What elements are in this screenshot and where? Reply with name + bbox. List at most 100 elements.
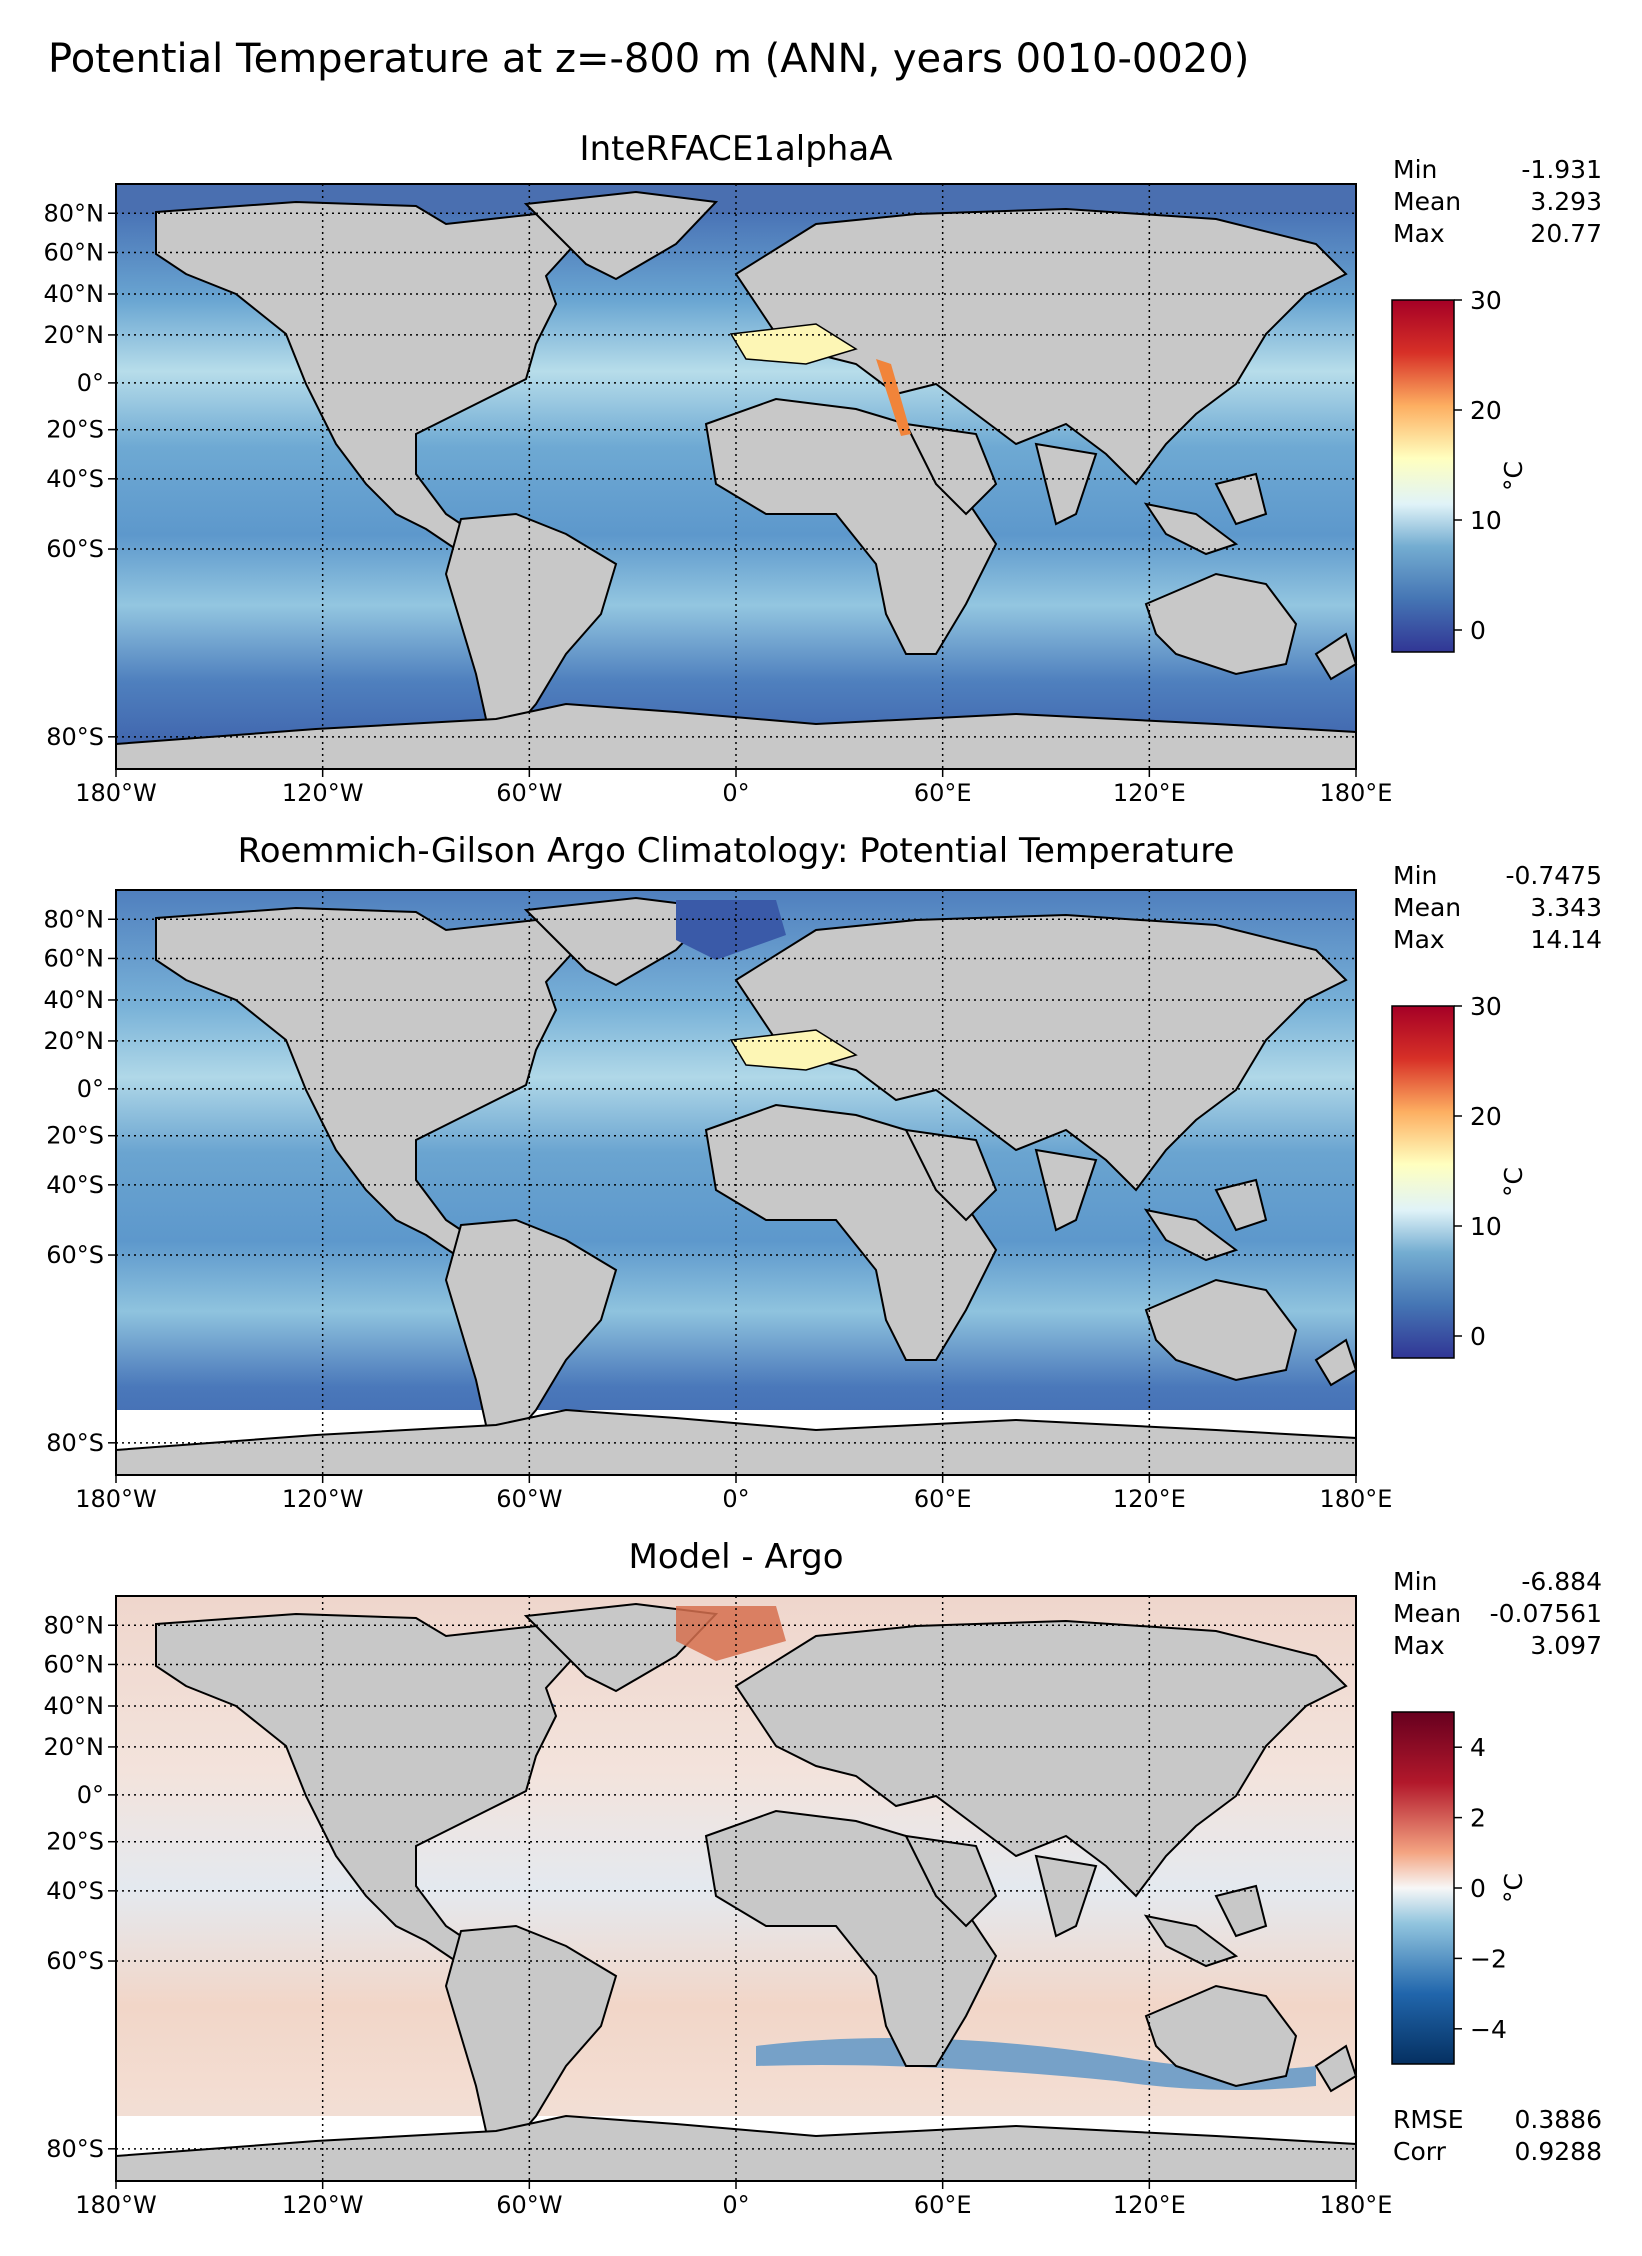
panel-title: Model - Argo (629, 1537, 844, 1577)
stat-value: 3.097 (1530, 1631, 1602, 1660)
lat-tick-label: 80°S (46, 723, 104, 751)
lon-tick-label: 180°W (75, 779, 157, 807)
arctic-cold (676, 900, 786, 960)
lon-tick-label: 180°W (75, 1485, 157, 1513)
colorbar-tick-label: 20 (1470, 396, 1502, 425)
lat-tick-label: 60°N (44, 238, 105, 266)
colorbar-tick-label: 0 (1470, 1874, 1486, 1903)
lat-tick-label: 40°S (46, 1171, 104, 1199)
lat-tick-label: 40°N (44, 280, 105, 308)
lon-tick-label: 0° (722, 1485, 749, 1513)
lon-tick-label: 180°E (1320, 2191, 1393, 2219)
stat-value: -1.931 (1521, 155, 1602, 184)
colorbar-tick-label: 2 (1470, 1804, 1486, 1833)
negative-band (756, 2038, 1316, 2090)
stat-label: Min (1393, 1567, 1437, 1596)
lat-tick-label: 0° (77, 1781, 104, 1809)
stat-label: Max (1393, 219, 1445, 248)
lon-tick-label: 180°E (1320, 779, 1393, 807)
lon-tick-label: 120°W (282, 2191, 364, 2219)
lat-tick-label: 40°S (46, 1877, 104, 1905)
panel-title: InteRFACE1alphaA (580, 129, 893, 169)
lat-tick-label: 80°S (46, 1429, 104, 1457)
lat-tick-label: 40°N (44, 1692, 105, 1720)
lon-tick-label: 180°W (75, 2191, 157, 2219)
lat-tick-label: 20°N (44, 321, 105, 349)
lon-tick-label: 60°W (496, 2191, 562, 2219)
colorbar-label: °C (1499, 461, 1528, 491)
lon-tick-label: 120°W (282, 1485, 364, 1513)
lat-tick-label: 80°N (44, 905, 105, 933)
stat-value: 3.343 (1530, 893, 1602, 922)
colorbar (1391, 1711, 1455, 2065)
lon-tick-label: 120°E (1113, 779, 1186, 807)
colorbar-tick-label: 4 (1470, 1733, 1486, 1762)
panel-title: Roemmich-Gilson Argo Climatology: Potent… (238, 831, 1235, 871)
lat-tick-label: 60°S (46, 1947, 104, 1975)
colorbar-tick-label: 0 (1470, 1322, 1486, 1351)
colorbar-tick-label: −4 (1470, 2015, 1507, 2044)
lat-tick-label: 20°N (44, 1733, 105, 1761)
axes-layer: 180°W 120°W 60°W 0° 60°E 120°E 180°E 80°N 60°N 40… (44, 184, 1393, 2219)
lat-tick-label: 60°N (44, 1650, 105, 1678)
colorbar-tick-label: 30 (1470, 992, 1502, 1021)
stat-value: 3.293 (1530, 187, 1602, 216)
extra-stat-value: 0.3886 (1515, 2105, 1602, 2134)
red-sea-warm (876, 359, 911, 436)
colorbar-label: °C (1499, 1873, 1528, 1903)
stat-label: Mean (1393, 1599, 1461, 1628)
colorbar-tick-label: 20 (1470, 1102, 1502, 1131)
stat-value: -0.07561 (1490, 1599, 1602, 1628)
lat-tick-label: 0° (77, 369, 104, 397)
colorbar-tick-label: 10 (1470, 506, 1502, 535)
map-area (115, 889, 1357, 1476)
colorbar (1391, 1005, 1455, 1359)
lon-tick-label: 60°W (496, 779, 562, 807)
stat-label: Min (1393, 861, 1437, 890)
colorbar-tick-label: 10 (1470, 1212, 1502, 1241)
map-area (115, 1595, 1357, 2182)
lon-tick-label: 180°E (1320, 1485, 1393, 1513)
figure-title: Potential Temperature at z=-800 m (ANN, … (48, 36, 1249, 82)
lat-tick-label: 20°S (46, 1828, 104, 1856)
lon-tick-label: 0° (722, 779, 749, 807)
lon-tick-label: 120°E (1113, 2191, 1186, 2219)
lat-tick-label: 60°S (46, 535, 104, 563)
extra-stat-label: Corr (1393, 2137, 1447, 2166)
lon-tick-label: 60°W (496, 1485, 562, 1513)
colorbar-tick-label: 30 (1470, 286, 1502, 315)
lat-tick-label: 20°S (46, 1122, 104, 1150)
lat-tick-label: 40°S (46, 465, 104, 493)
stat-label: Max (1393, 925, 1445, 954)
lon-tick-label: 60°E (914, 779, 972, 807)
extra-stat-label: RMSE (1393, 2105, 1464, 2134)
map-area (115, 183, 1357, 770)
extra-stat-value: 0.9288 (1515, 2137, 1602, 2166)
lat-tick-label: 60°S (46, 1241, 104, 1269)
stat-label: Max (1393, 1631, 1445, 1660)
lat-tick-label: 20°N (44, 1027, 105, 1055)
arctic-positive (676, 1606, 786, 1661)
lat-tick-label: 40°N (44, 986, 105, 1014)
mediterranean-warm (729, 1029, 858, 1071)
lat-tick-label: 20°S (46, 416, 104, 444)
lat-tick-label: 80°S (46, 2135, 104, 2163)
stat-value: -0.7475 (1506, 861, 1603, 890)
stat-value: 14.14 (1530, 925, 1602, 954)
colorbar (1391, 299, 1455, 653)
mediterranean-warm (729, 323, 858, 365)
colorbar-tick-label: 0 (1470, 616, 1486, 645)
lat-tick-label: 80°N (44, 199, 105, 227)
stat-label: Mean (1393, 187, 1461, 216)
lon-tick-label: 60°E (914, 1485, 972, 1513)
colorbar-label: °C (1499, 1167, 1528, 1197)
stat-label: Min (1393, 155, 1437, 184)
colorbar-tick-label: −2 (1470, 1944, 1507, 1973)
lon-tick-label: 120°W (282, 779, 364, 807)
lat-tick-label: 0° (77, 1075, 104, 1103)
lon-tick-label: 120°E (1113, 1485, 1186, 1513)
lon-tick-label: 60°E (914, 2191, 972, 2219)
stat-value: 20.77 (1530, 219, 1602, 248)
